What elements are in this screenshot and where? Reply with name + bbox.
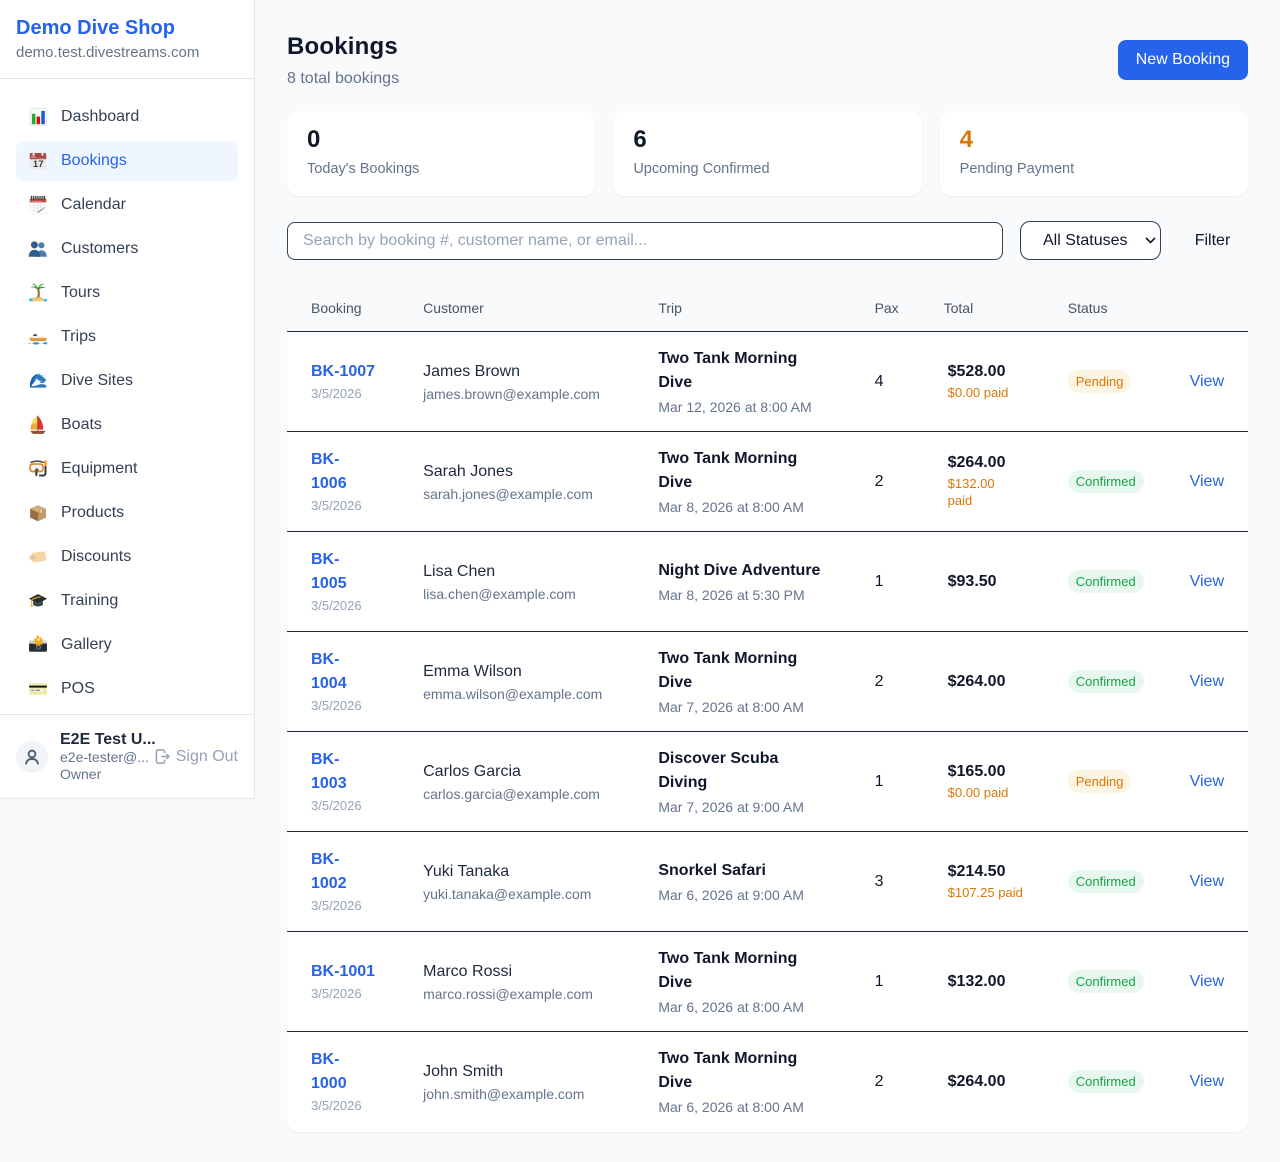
svg-text:17: 17 bbox=[33, 159, 44, 170]
